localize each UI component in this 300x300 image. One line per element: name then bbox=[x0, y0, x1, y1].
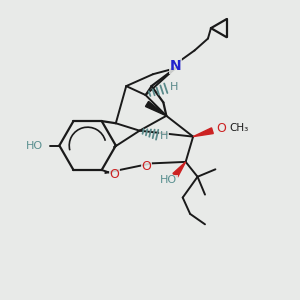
Polygon shape bbox=[173, 162, 186, 177]
Polygon shape bbox=[146, 101, 166, 116]
Text: O: O bbox=[216, 122, 226, 135]
Text: HO: HO bbox=[26, 140, 43, 151]
Text: HO: HO bbox=[160, 175, 177, 185]
Polygon shape bbox=[193, 128, 213, 136]
Text: O: O bbox=[109, 168, 119, 181]
Text: H: H bbox=[160, 131, 168, 141]
Text: H: H bbox=[169, 82, 178, 92]
Text: CH₃: CH₃ bbox=[230, 123, 249, 133]
Text: O: O bbox=[141, 160, 151, 173]
Text: N: N bbox=[170, 59, 182, 73]
